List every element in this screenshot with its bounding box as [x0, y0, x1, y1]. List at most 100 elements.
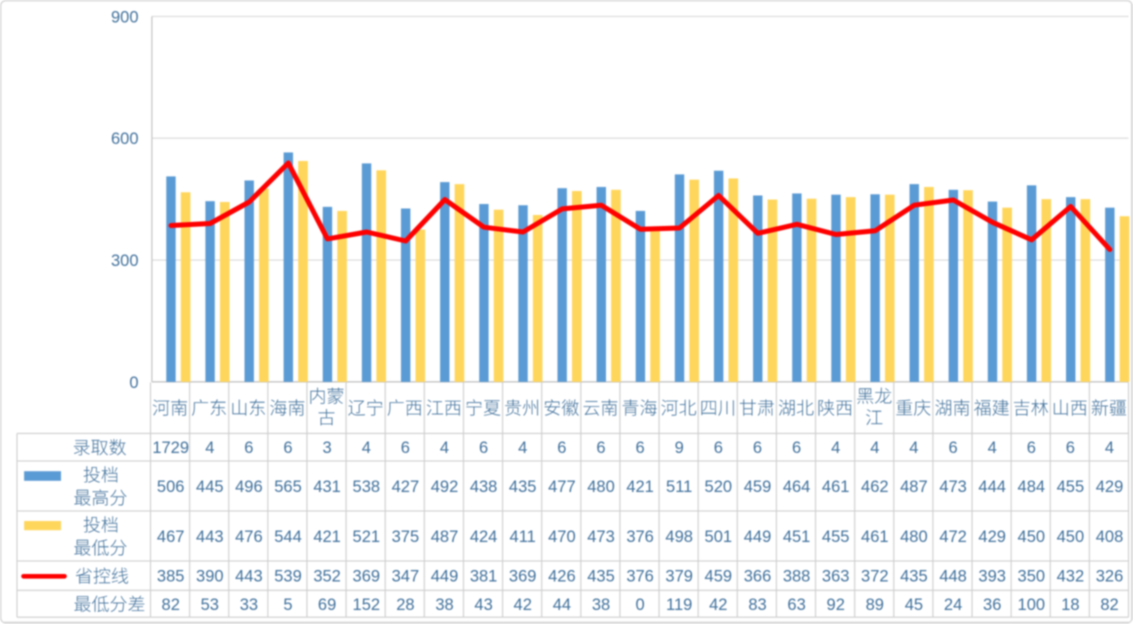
- svg-text:372: 372: [861, 568, 889, 586]
- svg-text:6: 6: [244, 439, 253, 457]
- svg-text:6: 6: [479, 439, 488, 457]
- svg-text:38: 38: [592, 596, 610, 614]
- svg-text:38: 38: [435, 596, 453, 614]
- svg-text:350: 350: [1018, 568, 1046, 586]
- svg-text:467: 467: [157, 528, 185, 546]
- svg-text:393: 393: [978, 568, 1006, 586]
- svg-text:443: 443: [196, 528, 224, 546]
- svg-text:53: 53: [201, 596, 219, 614]
- svg-text:376: 376: [626, 528, 654, 546]
- svg-text:363: 363: [822, 568, 850, 586]
- svg-text:539: 539: [274, 568, 302, 586]
- svg-text:28: 28: [396, 596, 414, 614]
- svg-text:408: 408: [1096, 528, 1124, 546]
- svg-text:6: 6: [714, 439, 723, 457]
- svg-text:464: 464: [783, 478, 811, 496]
- svg-text:381: 381: [470, 568, 498, 586]
- svg-text:521: 521: [353, 528, 381, 546]
- svg-text:496: 496: [235, 478, 263, 496]
- svg-text:347: 347: [392, 568, 420, 586]
- svg-text:6: 6: [596, 439, 605, 457]
- svg-text:455: 455: [1057, 478, 1085, 496]
- svg-text:326: 326: [1096, 568, 1124, 586]
- svg-text:438: 438: [470, 478, 498, 496]
- svg-text:4: 4: [518, 439, 527, 457]
- svg-text:461: 461: [861, 528, 889, 546]
- svg-text:459: 459: [744, 478, 772, 496]
- svg-text:520: 520: [705, 478, 733, 496]
- svg-text:4: 4: [1105, 439, 1114, 457]
- svg-text:426: 426: [548, 568, 576, 586]
- svg-text:6: 6: [283, 439, 292, 457]
- svg-text:480: 480: [587, 478, 615, 496]
- svg-text:42: 42: [709, 596, 727, 614]
- svg-text:4: 4: [362, 439, 371, 457]
- svg-text:36: 36: [983, 596, 1001, 614]
- svg-text:82: 82: [1100, 596, 1118, 614]
- svg-text:451: 451: [783, 528, 811, 546]
- svg-text:492: 492: [431, 478, 459, 496]
- svg-text:431: 431: [313, 478, 341, 496]
- svg-text:462: 462: [861, 478, 889, 496]
- svg-text:4: 4: [831, 439, 840, 457]
- svg-text:432: 432: [1057, 568, 1085, 586]
- svg-text:473: 473: [587, 528, 615, 546]
- svg-text:366: 366: [744, 568, 772, 586]
- svg-text:501: 501: [705, 528, 733, 546]
- svg-text:484: 484: [1018, 478, 1046, 496]
- svg-text:487: 487: [431, 528, 459, 546]
- svg-text:538: 538: [353, 478, 381, 496]
- svg-text:44: 44: [553, 596, 571, 614]
- svg-text:449: 449: [744, 528, 772, 546]
- svg-text:300: 300: [111, 252, 139, 270]
- svg-text:43: 43: [474, 596, 492, 614]
- svg-text:450: 450: [1057, 528, 1085, 546]
- svg-text:4: 4: [988, 439, 997, 457]
- svg-text:450: 450: [1018, 528, 1046, 546]
- svg-text:461: 461: [822, 478, 850, 496]
- svg-text:390: 390: [196, 568, 224, 586]
- svg-text:3: 3: [323, 439, 332, 457]
- svg-text:33: 33: [240, 596, 258, 614]
- svg-text:544: 544: [274, 528, 302, 546]
- svg-text:424: 424: [470, 528, 498, 546]
- svg-text:600: 600: [111, 130, 139, 148]
- svg-text:429: 429: [978, 528, 1006, 546]
- svg-text:42: 42: [514, 596, 532, 614]
- svg-text:5: 5: [283, 596, 292, 614]
- svg-text:152: 152: [353, 596, 381, 614]
- svg-text:100: 100: [1018, 596, 1046, 614]
- svg-text:6: 6: [949, 439, 958, 457]
- svg-text:470: 470: [548, 528, 576, 546]
- svg-text:472: 472: [939, 528, 967, 546]
- svg-text:448: 448: [939, 568, 967, 586]
- svg-text:476: 476: [235, 528, 263, 546]
- svg-text:89: 89: [866, 596, 884, 614]
- svg-text:473: 473: [939, 478, 967, 496]
- svg-text:498: 498: [665, 528, 693, 546]
- svg-text:459: 459: [705, 568, 733, 586]
- svg-text:455: 455: [822, 528, 850, 546]
- svg-text:92: 92: [827, 596, 845, 614]
- svg-text:45: 45: [905, 596, 923, 614]
- svg-text:24: 24: [944, 596, 962, 614]
- svg-text:565: 565: [274, 478, 302, 496]
- svg-text:449: 449: [431, 568, 459, 586]
- svg-text:0: 0: [129, 374, 138, 392]
- svg-text:6: 6: [753, 439, 762, 457]
- svg-text:427: 427: [392, 478, 420, 496]
- svg-text:369: 369: [509, 568, 537, 586]
- svg-text:369: 369: [353, 568, 381, 586]
- svg-text:69: 69: [318, 596, 336, 614]
- svg-text:421: 421: [313, 528, 341, 546]
- svg-text:63: 63: [787, 596, 805, 614]
- svg-text:9: 9: [675, 439, 684, 457]
- svg-text:119: 119: [666, 596, 692, 614]
- svg-text:6: 6: [1066, 439, 1075, 457]
- svg-text:4: 4: [909, 439, 918, 457]
- svg-text:506: 506: [157, 478, 185, 496]
- svg-text:421: 421: [626, 478, 654, 496]
- svg-text:352: 352: [313, 568, 341, 586]
- svg-text:6: 6: [636, 439, 645, 457]
- svg-text:435: 435: [900, 568, 928, 586]
